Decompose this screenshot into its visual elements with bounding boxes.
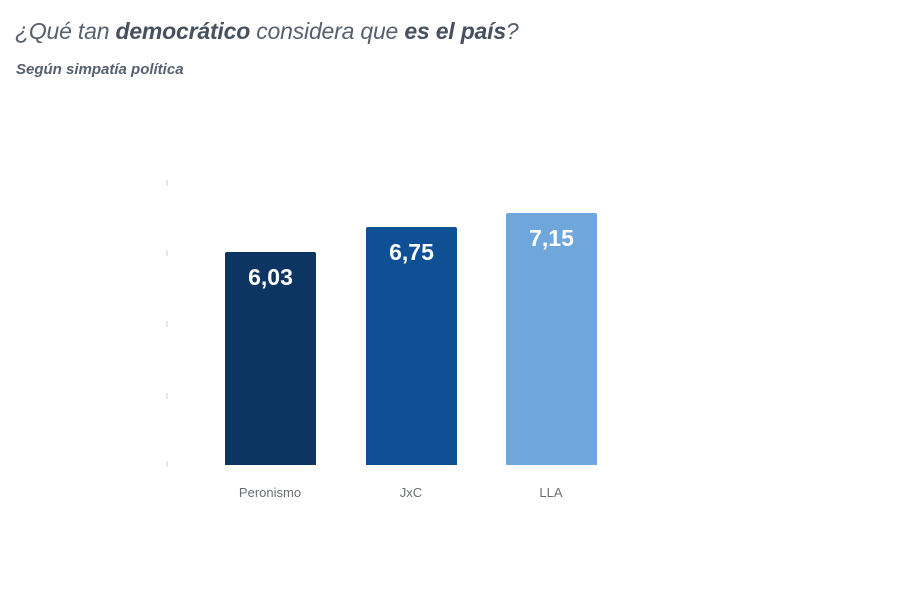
bar-value-label: 6,75 bbox=[389, 239, 434, 265]
axis-tick bbox=[166, 393, 168, 399]
axis-tick bbox=[166, 180, 168, 186]
axis-tick bbox=[166, 321, 168, 327]
bar-value-label: 7,15 bbox=[529, 225, 574, 251]
bar-lla: 7,15 bbox=[506, 213, 597, 465]
chart-subtitle: Según simpatía política bbox=[16, 61, 184, 78]
title-part: considera que bbox=[250, 18, 405, 44]
axis-tick bbox=[166, 250, 168, 256]
bar-peronismo: 6,03 bbox=[225, 252, 316, 465]
bar-jxc: 6,75 bbox=[366, 227, 457, 465]
bar-value-label: 6,03 bbox=[248, 264, 293, 290]
title-part: ? bbox=[505, 18, 519, 44]
title-part-bold: democrático bbox=[115, 18, 251, 44]
category-label-jxc: JxC bbox=[399, 485, 423, 500]
axis-tick bbox=[166, 461, 168, 467]
title-part-bold: es el país bbox=[404, 18, 506, 44]
chart-title: ¿Qué tan democrático considera que es el… bbox=[15, 18, 519, 45]
category-label-lla: LLA bbox=[539, 485, 563, 500]
title-part: ¿Qué tan bbox=[15, 18, 116, 44]
category-label-peronismo: Peronismo bbox=[238, 485, 302, 500]
